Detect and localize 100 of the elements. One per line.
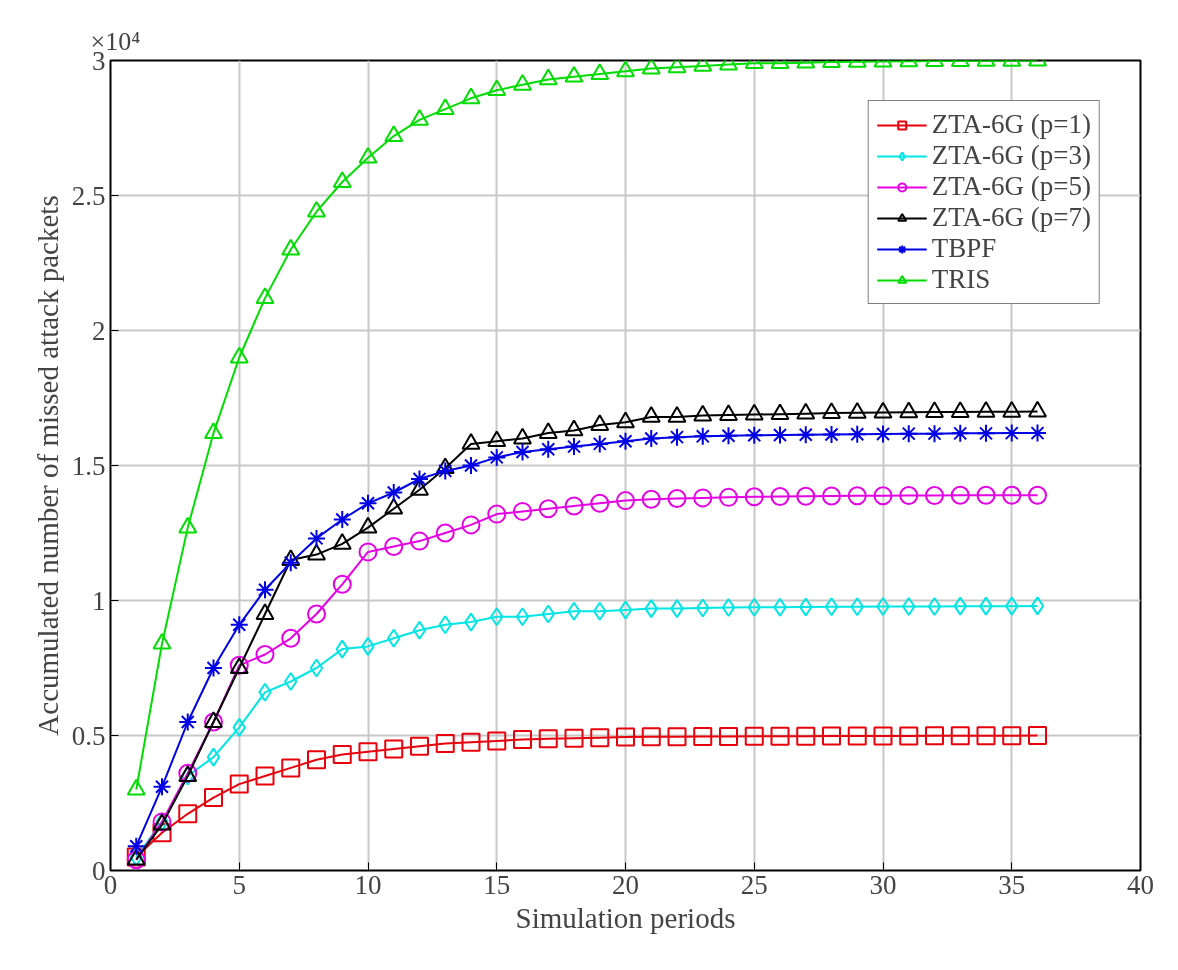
point	[770, 726, 790, 746]
point	[541, 604, 555, 624]
point	[307, 200, 326, 218]
point	[667, 488, 687, 508]
point	[1005, 596, 1019, 616]
y-axis-title: Accumulated number of missed attack packets	[31, 195, 64, 736]
y-tick-label: 1.5	[71, 450, 106, 481]
legend-label: TBPF	[931, 233, 997, 264]
point	[1028, 423, 1047, 443]
point	[178, 712, 198, 732]
point	[461, 515, 481, 535]
point	[950, 726, 970, 746]
point	[229, 774, 249, 794]
point	[255, 287, 275, 305]
point	[1002, 485, 1022, 505]
x-tick-label: 10	[354, 869, 382, 900]
y-tick-label: 0.5	[71, 720, 106, 751]
y-tick-label: 1	[92, 585, 106, 616]
x-tick-label: 30	[869, 869, 897, 900]
point	[644, 599, 658, 619]
point	[822, 424, 841, 444]
point	[384, 497, 404, 515]
point	[873, 486, 893, 506]
point	[847, 424, 867, 444]
point	[618, 600, 633, 620]
point	[667, 727, 687, 747]
point	[513, 442, 532, 462]
point	[358, 742, 378, 762]
point	[876, 596, 890, 616]
point	[464, 612, 478, 632]
point	[590, 728, 610, 748]
point	[693, 404, 713, 422]
point	[873, 401, 893, 419]
point	[770, 403, 790, 421]
point	[204, 788, 223, 808]
point	[1030, 596, 1045, 616]
point	[1002, 423, 1022, 443]
point	[435, 98, 455, 116]
point	[950, 485, 970, 505]
point	[641, 406, 661, 423]
point	[616, 60, 635, 78]
point	[1002, 726, 1022, 746]
point	[513, 427, 532, 445]
point	[744, 487, 764, 507]
point	[538, 499, 558, 519]
point	[719, 727, 738, 747]
point	[232, 717, 246, 737]
point	[1028, 400, 1047, 418]
point	[824, 597, 839, 617]
point	[850, 597, 864, 617]
point	[435, 457, 455, 475]
y-tick-label: 2	[92, 315, 106, 346]
point	[899, 485, 919, 505]
point	[744, 425, 764, 445]
point	[229, 346, 249, 364]
point	[487, 731, 507, 751]
x-tick-label: 15	[483, 869, 511, 900]
point	[670, 599, 684, 619]
point	[976, 726, 996, 746]
point	[384, 739, 404, 759]
legend-label: ZTA-6G (p=3)	[931, 140, 1091, 171]
x-axis-title: Simulation periods	[515, 901, 736, 934]
point	[332, 171, 352, 188]
point	[435, 461, 455, 481]
point	[538, 439, 558, 459]
point	[332, 744, 352, 764]
point	[693, 426, 713, 446]
point	[979, 596, 993, 616]
point	[412, 620, 427, 640]
point	[358, 493, 378, 513]
point	[538, 729, 558, 749]
point	[925, 485, 944, 505]
point	[822, 402, 841, 420]
point	[358, 516, 378, 534]
point	[335, 639, 349, 659]
point	[435, 734, 455, 754]
point	[387, 628, 401, 648]
point	[255, 580, 275, 600]
point	[616, 727, 635, 747]
point	[152, 777, 172, 797]
point	[281, 628, 301, 648]
point	[696, 598, 710, 618]
x-tick-label: 40	[1127, 869, 1154, 900]
point	[899, 401, 919, 419]
point	[281, 758, 301, 778]
point	[1028, 726, 1047, 745]
point	[309, 658, 324, 678]
point	[770, 487, 790, 507]
point	[410, 109, 429, 126]
point	[258, 682, 272, 702]
point	[822, 726, 841, 746]
point	[950, 401, 970, 418]
point	[796, 486, 816, 506]
point	[1028, 485, 1047, 505]
y-tick-label: 2.5	[71, 180, 106, 211]
point	[641, 429, 661, 448]
point	[744, 403, 764, 421]
point	[567, 601, 581, 621]
point	[410, 469, 429, 489]
point	[693, 727, 713, 747]
